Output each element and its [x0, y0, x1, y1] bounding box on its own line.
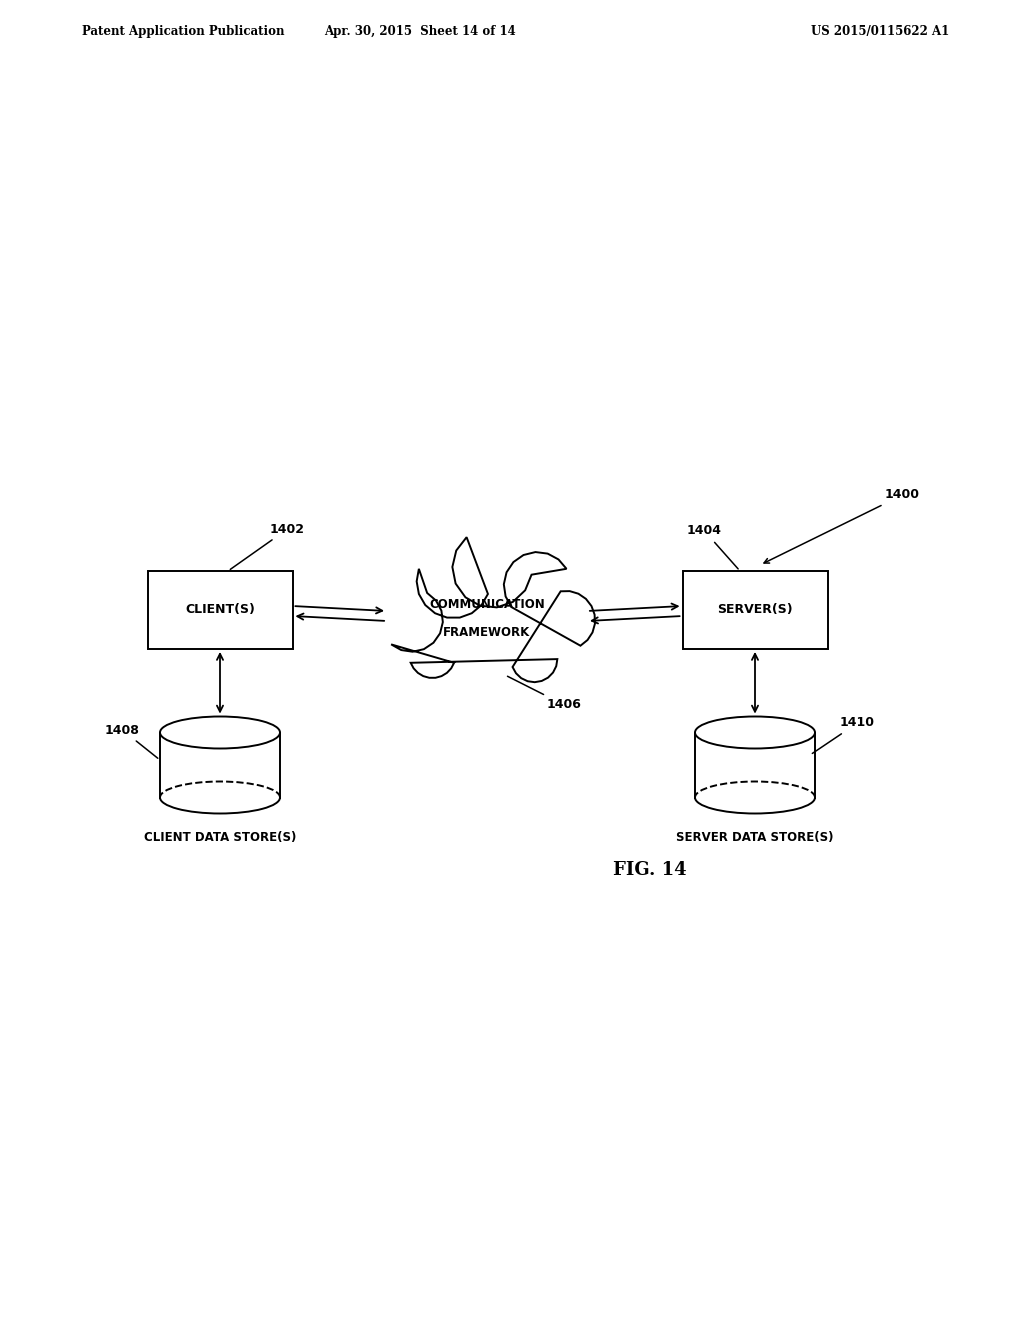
Text: 1408: 1408 — [105, 723, 158, 758]
Polygon shape — [391, 537, 595, 682]
Text: Apr. 30, 2015  Sheet 14 of 14: Apr. 30, 2015 Sheet 14 of 14 — [325, 25, 516, 38]
Text: FIG. 14: FIG. 14 — [613, 861, 687, 879]
Text: COMMUNICATION: COMMUNICATION — [429, 598, 545, 611]
Text: SERVER DATA STORE(S): SERVER DATA STORE(S) — [676, 832, 834, 845]
FancyBboxPatch shape — [160, 733, 280, 797]
Text: 1402: 1402 — [230, 523, 305, 569]
Text: 1410: 1410 — [812, 717, 874, 754]
Text: SERVER(S): SERVER(S) — [717, 603, 793, 616]
Text: Patent Application Publication: Patent Application Publication — [82, 25, 285, 38]
Text: CLIENT(S): CLIENT(S) — [185, 603, 255, 616]
FancyBboxPatch shape — [147, 572, 293, 649]
Text: 1404: 1404 — [687, 524, 738, 569]
Text: 1406: 1406 — [508, 676, 582, 711]
Text: CLIENT DATA STORE(S): CLIENT DATA STORE(S) — [143, 832, 296, 845]
Ellipse shape — [160, 717, 280, 748]
Text: US 2015/0115622 A1: US 2015/0115622 A1 — [811, 25, 949, 38]
FancyBboxPatch shape — [695, 733, 815, 797]
Ellipse shape — [695, 717, 815, 748]
Text: 1400: 1400 — [764, 488, 920, 564]
FancyBboxPatch shape — [683, 572, 827, 649]
Text: FRAMEWORK: FRAMEWORK — [443, 627, 530, 639]
